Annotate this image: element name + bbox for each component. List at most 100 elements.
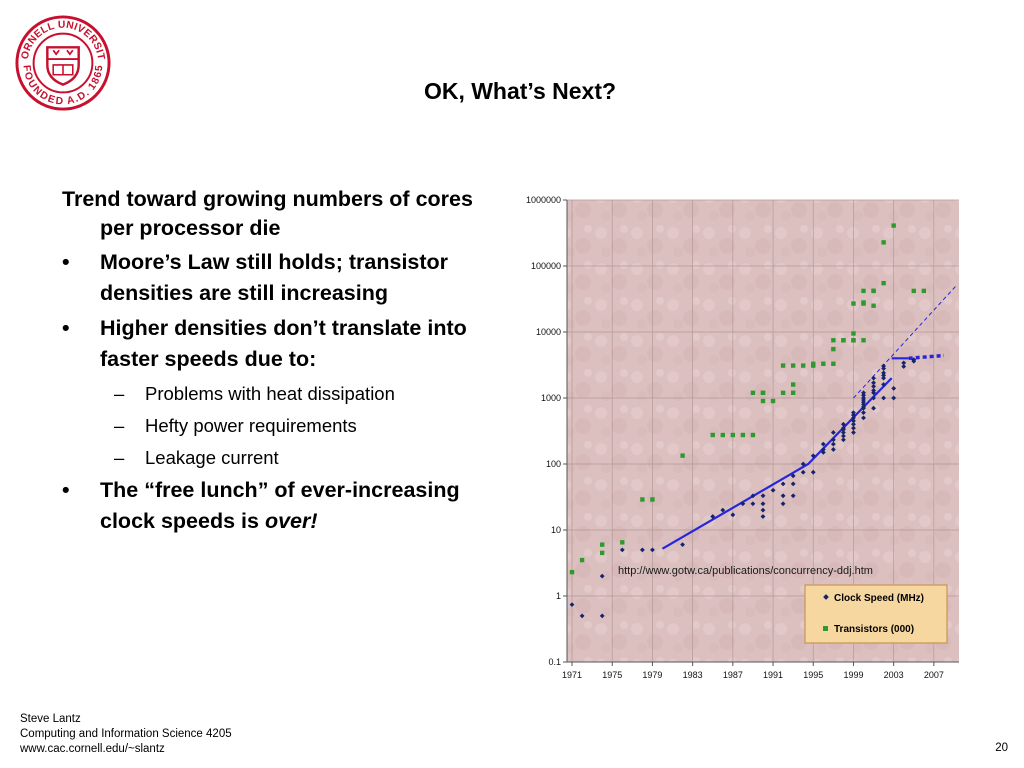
transistor-point <box>599 550 605 556</box>
x-tick-label: 1991 <box>763 670 783 680</box>
transistor-point <box>891 223 896 228</box>
footer-author: Steve Lantz <box>20 713 81 725</box>
bullet-text: Higher densities don’t translate into fa… <box>100 316 467 371</box>
transistor-point <box>881 240 886 245</box>
footer: Steve Lantz Computing and Information Sc… <box>20 712 232 757</box>
transistor-point <box>861 300 866 305</box>
transistor-point <box>750 432 756 438</box>
transistor-point <box>911 288 916 294</box>
clock-speed-point <box>569 602 575 608</box>
transistor-point <box>579 557 585 563</box>
subbullet-text: Problems with heat dissipation <box>145 383 395 404</box>
x-tick-label: 1999 <box>843 670 863 680</box>
transistor-point <box>760 390 766 395</box>
bullet-text: Moore’s Law still holds; transistor dens… <box>100 250 449 305</box>
clock-speed-point <box>619 547 625 553</box>
subbullet-marker: – <box>114 447 125 468</box>
transistor-point <box>790 382 796 387</box>
subbullet-marker: – <box>114 415 125 436</box>
clock-speed-point <box>760 514 766 519</box>
legend-transistor-marker <box>823 626 828 631</box>
clock-speed-point <box>861 415 866 421</box>
subbullet-text: Hefty power requirements <box>145 415 357 436</box>
source-url: http://www.gotw.ca/publications/concurre… <box>618 565 873 577</box>
transistor-point <box>801 363 806 368</box>
x-tick-label: 1987 <box>723 670 743 680</box>
clock-speed-point <box>820 441 826 447</box>
transistor-point <box>861 288 866 294</box>
x-tick-label: 1979 <box>642 670 662 680</box>
y-tick-labels: 0.1 1 10 100 1000 10000 100000 1000000 <box>526 195 567 667</box>
legend: Clock Speed (MHz) Transistors (000) <box>804 584 948 644</box>
subbullet-leakage: – Leakage current <box>62 443 507 473</box>
page-number: 20 <box>995 742 1008 754</box>
transistor-point <box>790 363 796 368</box>
clock-speed-point <box>710 514 716 519</box>
clock-speed-point <box>871 380 876 386</box>
slide-body: Trend toward growing numbers of cores pe… <box>62 185 507 541</box>
transistor-point <box>851 301 856 306</box>
clock-speed-point <box>800 469 806 475</box>
transistor-point <box>831 361 836 366</box>
clock-speed-point <box>881 366 887 371</box>
clock-speed-point <box>861 392 866 398</box>
legend-clock-label: Clock Speed (MHz) <box>834 593 924 604</box>
subbullet-power: – Hefty power requirements <box>62 411 507 441</box>
transistor-point <box>780 363 786 368</box>
transistor-point <box>720 432 725 438</box>
bullet-marker: • <box>62 250 70 274</box>
bullet-higher-densities: • Higher densities don’t translate into … <box>62 313 507 375</box>
clock-speed-point <box>740 501 746 507</box>
clock-transistor-chart: 0.1 1 10 100 1000 10000 100000 1000000 1971 1975… <box>522 188 964 686</box>
bullet-free-lunch: • The “free lunch” of ever-increasing cl… <box>62 475 507 537</box>
transistor-point <box>770 398 776 404</box>
transistor-point <box>680 453 685 458</box>
transistor-point <box>861 338 866 343</box>
trend-line-dotted <box>908 353 945 361</box>
intro-text: Trend toward growing numbers of cores pe… <box>62 187 473 240</box>
clock-speed-point <box>871 395 876 401</box>
x-tick-label: 1975 <box>602 670 622 680</box>
bullet-marker: • <box>62 316 70 340</box>
footer-url: www.cac.cornell.edu/~slantz <box>20 743 165 755</box>
transistor-point <box>569 569 575 575</box>
transistor-point <box>620 540 625 545</box>
legend-transistor-label: Transistors (000) <box>834 624 914 635</box>
x-tick-label: 2003 <box>884 670 904 680</box>
clock-speed-point <box>881 363 886 369</box>
footer-course: Computing and Information Science 4205 <box>20 728 232 740</box>
x-tick-label: 1995 <box>803 670 823 680</box>
y-tick-label: 100 <box>546 459 561 469</box>
transistor-point <box>640 497 645 502</box>
legend-clock-marker <box>823 594 829 600</box>
transistor-point <box>841 338 846 343</box>
transistor-point <box>790 390 796 395</box>
transistor-point <box>821 361 826 366</box>
transistor-point <box>650 497 655 502</box>
transistor-point <box>881 280 886 286</box>
y-tick-label: 10000 <box>536 327 561 337</box>
subbullet-text: Leakage current <box>145 447 279 468</box>
y-tick-label: 1 <box>556 591 561 601</box>
transistor-point <box>750 390 756 395</box>
transistor-point <box>851 338 856 343</box>
logo-university-text: CORNELL UNIVERSITY <box>14 14 106 61</box>
transistor-points <box>569 223 927 575</box>
y-tick-label: 100000 <box>531 261 561 271</box>
bullet-moores-law: • Moore’s Law still holds; transistor de… <box>62 247 507 309</box>
x-tick-labels: 1971 1975 1979 1983 1987 1991 1995 1999 2003 2007 <box>562 662 944 680</box>
trend-line-dashed <box>853 285 957 399</box>
slide-title: OK, What’s Next? <box>423 78 617 104</box>
transistor-point <box>921 288 927 294</box>
svg-text:CORNELL UNIVERSITY: CORNELL UNIVERSITY <box>14 14 106 61</box>
transistor-point <box>760 398 766 404</box>
y-tick-label: 0.1 <box>548 657 561 667</box>
clock-speed-point <box>861 390 866 396</box>
cornell-seal-logo: CORNELL UNIVERSITY FOUNDED A.D. 1865 <box>14 14 111 111</box>
transistor-point <box>811 361 816 366</box>
transistor-point <box>599 542 605 547</box>
x-tick-label: 1971 <box>562 670 582 680</box>
clock-speed-points <box>569 357 917 619</box>
transistor-point <box>831 346 836 352</box>
bullet-text: The “free lunch” of ever-increasing cloc… <box>100 478 460 533</box>
